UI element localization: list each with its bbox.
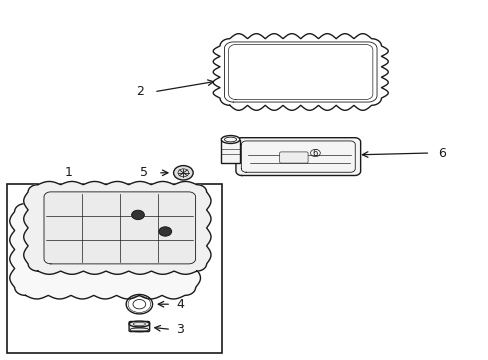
Text: 3: 3	[176, 323, 183, 336]
Polygon shape	[10, 200, 200, 299]
Text: 1: 1	[64, 166, 72, 179]
Ellipse shape	[129, 321, 149, 327]
Text: 5: 5	[140, 166, 148, 179]
Polygon shape	[235, 138, 360, 176]
Text: 6: 6	[437, 147, 445, 159]
Bar	[221, 139, 239, 163]
Circle shape	[131, 210, 144, 220]
FancyBboxPatch shape	[279, 152, 307, 163]
Circle shape	[173, 166, 193, 180]
Text: 6: 6	[312, 149, 317, 158]
FancyBboxPatch shape	[129, 321, 149, 332]
Ellipse shape	[221, 136, 239, 144]
Circle shape	[159, 227, 171, 236]
Text: 4: 4	[176, 298, 183, 311]
Polygon shape	[44, 192, 195, 264]
Polygon shape	[24, 181, 210, 274]
Bar	[7, 184, 222, 353]
Text: 2: 2	[136, 85, 144, 98]
